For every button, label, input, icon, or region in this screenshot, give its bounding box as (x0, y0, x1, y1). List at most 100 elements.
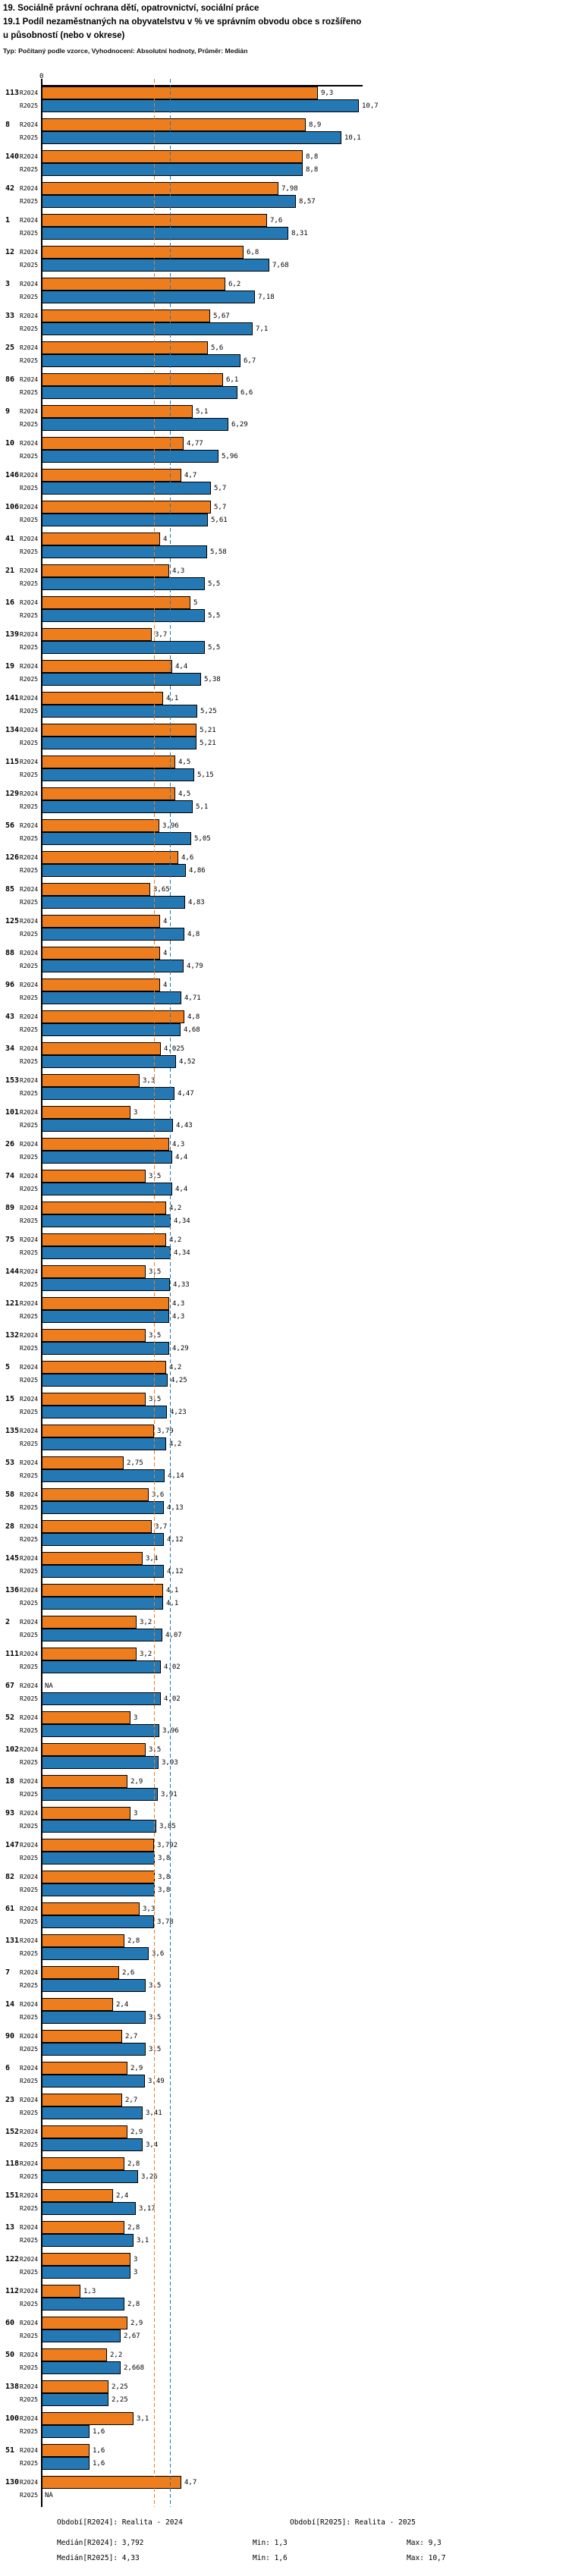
bar-value-label: 8,57 (299, 198, 316, 206)
row-period-label: R2024 (20, 2320, 39, 2326)
bar-r2025-144 (42, 1278, 170, 1291)
bar-value-label: 3,5 (149, 1982, 162, 1990)
row-period-label: R2025 (20, 1663, 39, 1670)
row-period-label: R2024 (20, 2351, 39, 2358)
row-period-label: R2024 (20, 1874, 39, 1880)
bar-r2024-34 (42, 1042, 161, 1055)
row-id-label: 144 (5, 1268, 20, 1276)
bar-value-label: 2,4 (116, 2192, 129, 2200)
bar-value-label: 5,21 (200, 727, 216, 734)
bar-r2024-25 (42, 341, 208, 354)
row-period-label: R2025 (20, 1727, 39, 1734)
row-period-label: R2024 (20, 790, 39, 797)
row-period-label: R2025 (20, 1058, 39, 1065)
bar-value-label: 5,96 (222, 453, 238, 460)
row-period-label: R2024 (20, 536, 39, 542)
row-period-label: R2025 (20, 102, 39, 109)
bar-value-label: 4,8 (187, 1013, 200, 1021)
row-id-label: 101 (5, 1108, 20, 1117)
bar-r2025-5 (42, 1374, 168, 1387)
bar-r2025-85 (42, 896, 185, 909)
row-period-label: R2025 (20, 1886, 39, 1893)
bar-r2025-125 (42, 928, 184, 941)
bar-r2024-9 (42, 405, 193, 418)
bar-r2024-6 (42, 2062, 127, 2075)
row-id-label: 19 (5, 662, 15, 671)
row-id-label: 53 (5, 1459, 15, 1467)
bar-value-label: 3,5 (149, 1396, 162, 1403)
bar-r2025-33 (42, 322, 253, 335)
row-period-label: R2024 (20, 599, 39, 606)
row-id-label: 43 (5, 1013, 15, 1021)
row-period-label: R2024 (20, 2288, 39, 2295)
row-id-label: 52 (5, 1714, 15, 1722)
footer-median-r2025: Medián[R2025]: 4,33 (57, 2554, 140, 2562)
bar-value-label: 1,6 (93, 2428, 105, 2436)
bar-value-label: 4,7 (184, 2479, 197, 2486)
bar-r2025-90 (42, 2043, 146, 2056)
row-period-label: R2024 (20, 1555, 39, 1562)
row-id-label: 139 (5, 630, 20, 639)
row-period-label: R2024 (20, 1236, 39, 1243)
bar-value-label: 2,7 (125, 2097, 138, 2104)
bar-value-label: 5,1 (196, 408, 209, 416)
row-period-label: R2025 (20, 1759, 39, 1766)
bar-r2024-126 (42, 851, 178, 864)
row-period-label: R2024 (20, 1778, 39, 1785)
bar-r2025-8 (42, 131, 341, 144)
row-id-label: 10 (5, 439, 15, 448)
row-period-label: R2024 (20, 1364, 39, 1371)
row-period-label: R2025 (20, 1345, 39, 1352)
bar-value-label: 4 (163, 536, 168, 543)
row-period-label: R2025 (20, 1536, 39, 1543)
bar-r2024-56 (42, 819, 159, 832)
bar-r2025-7 (42, 1979, 146, 1992)
row-period-label: R2025 (20, 1982, 39, 1989)
row-period-label: R2024 (20, 1651, 39, 1657)
row-period-label: R2025 (20, 2269, 39, 2276)
footer-max-r2025: Max: 10,7 (407, 2554, 446, 2562)
row-id-label: 135 (5, 1427, 20, 1435)
bar-r2025-25 (42, 354, 240, 367)
row-period-label: R2025 (20, 1377, 39, 1384)
bar-value-label: 4,4 (175, 663, 188, 671)
row-period-label: R2025 (20, 294, 39, 300)
bar-value-label: 3,4 (146, 1555, 159, 1563)
bar-r2025-19 (42, 673, 201, 686)
row-period-label: R2024 (20, 281, 39, 287)
bar-r2025-43 (42, 1023, 181, 1036)
row-id-label: 34 (5, 1045, 15, 1053)
bar-value-label: 3,93 (162, 1759, 178, 1767)
row-id-label: 111 (5, 1650, 20, 1658)
footer-period-r2025: Období[R2025]: Realita - 2025 (290, 2518, 416, 2527)
row-period-label: R2024 (20, 1045, 39, 1052)
bar-r2025-135 (42, 1437, 166, 1450)
bar-r2025-58 (42, 1501, 164, 1514)
bar-value-label: 3,792 (157, 1842, 178, 1849)
bar-value-label: 5,61 (211, 517, 228, 524)
row-period-label: R2025 (20, 644, 39, 651)
bar-r2025-82 (42, 1883, 155, 1896)
bar-r2024-112 (42, 2285, 80, 2298)
bar-value-label: 4,02 (164, 1663, 181, 1671)
bar-value-label: 2,25 (112, 2396, 128, 2404)
row-period-label: R2025 (20, 1695, 39, 1702)
bar-r2025-67 (42, 1692, 161, 1705)
bar-r2025-23 (42, 2106, 143, 2119)
bar-r2025-6 (42, 2075, 145, 2088)
row-id-label: 112 (5, 2287, 20, 2295)
bar-value-label: 5,25 (200, 708, 217, 715)
row-id-label: 16 (5, 598, 15, 607)
bar-value-label: 3,5 (149, 1746, 162, 1754)
bar-r2025-56 (42, 832, 191, 845)
row-id-label: 67 (5, 1682, 15, 1690)
row-period-label: R2024 (20, 1013, 39, 1020)
bar-value-label: 4,3 (172, 1300, 185, 1308)
bar-r2024-2 (42, 1616, 137, 1629)
bar-value-label: 7,18 (258, 294, 275, 301)
row-period-label: R2025 (20, 1791, 39, 1798)
row-id-label: 50 (5, 2351, 15, 2359)
row-period-label: R2024 (20, 185, 39, 192)
x-axis-line (41, 85, 363, 86)
bar-r2025-51 (42, 2457, 90, 2470)
